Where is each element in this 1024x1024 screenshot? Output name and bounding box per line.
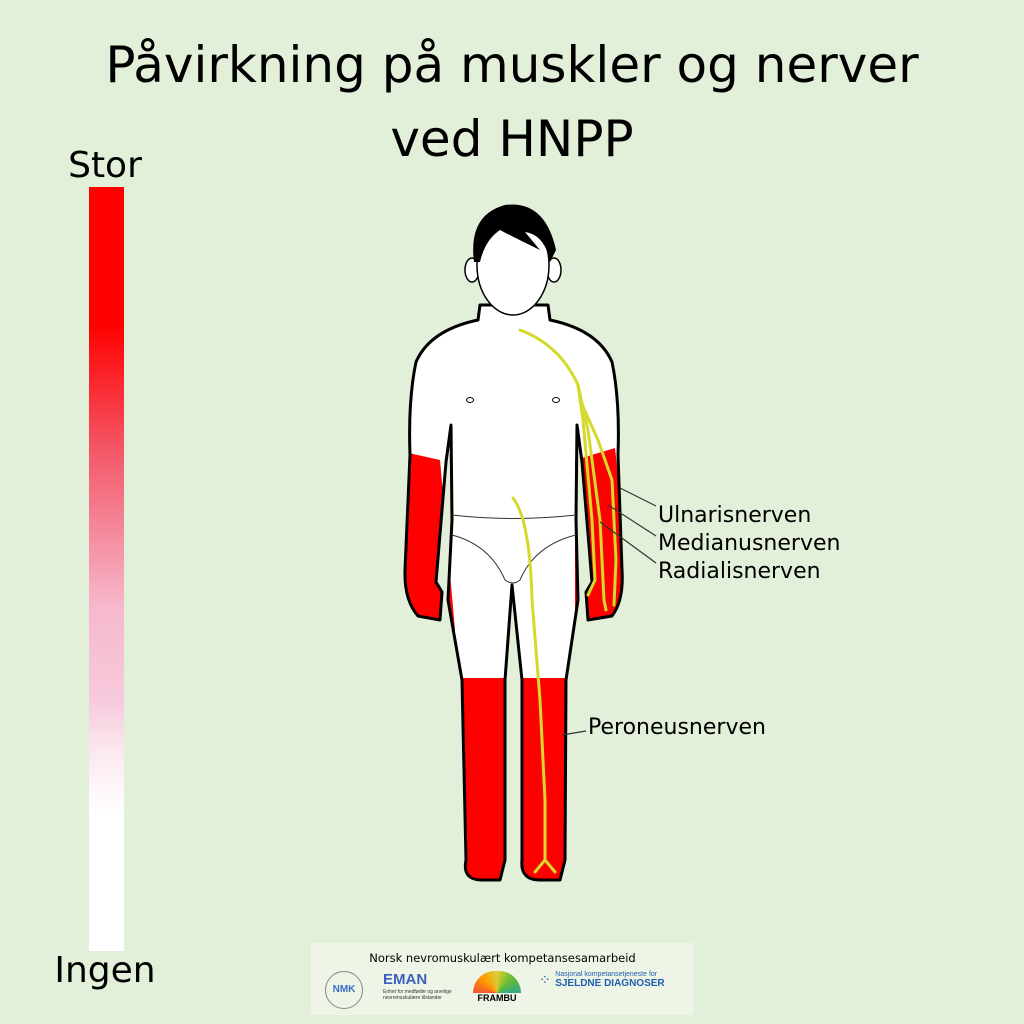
footer-heading: Norsk nevromuskulært kompetansesamarbeid (369, 951, 636, 965)
leader-lines (561, 487, 657, 736)
page-title: Påvirkning på muskler og nerver ved HNPP (0, 28, 1024, 176)
frambu-logo: FRAMBU (473, 971, 521, 1003)
label-ulnaris: Ulnarisnerven (658, 503, 812, 528)
medianus-nerve (576, 383, 608, 612)
sjeldne-diagnoser-logo: ⁘ Nasjonal kompetansetjeneste for SJELDN… (539, 971, 665, 989)
hair (473, 204, 556, 262)
footer-logos: Norsk nevromuskulært kompetansesamarbeid… (311, 943, 694, 1015)
nerves (511, 328, 618, 874)
scale-top-label: Stor (68, 145, 142, 186)
peroneus-nerve (511, 496, 557, 874)
radialis-nerve (518, 328, 597, 597)
eman-logo: EMAN Enhet for medfødte og arvelige nevr… (383, 971, 452, 1001)
label-medianus: Medianusnerven (658, 531, 841, 556)
severity-gradient-bar (89, 187, 124, 951)
ulnaris-nerve (578, 398, 618, 607)
label-radialis: Radialisnerven (658, 559, 821, 584)
title-line-1: Påvirkning på muskler og nerver (105, 36, 919, 94)
scale-bottom-label: Ingen (54, 950, 156, 991)
label-peroneus: Peroneusnerven (588, 715, 766, 740)
title-line-2: ved HNPP (390, 110, 634, 168)
nmk-logo: NMK (325, 971, 363, 1009)
underwear (451, 514, 577, 584)
